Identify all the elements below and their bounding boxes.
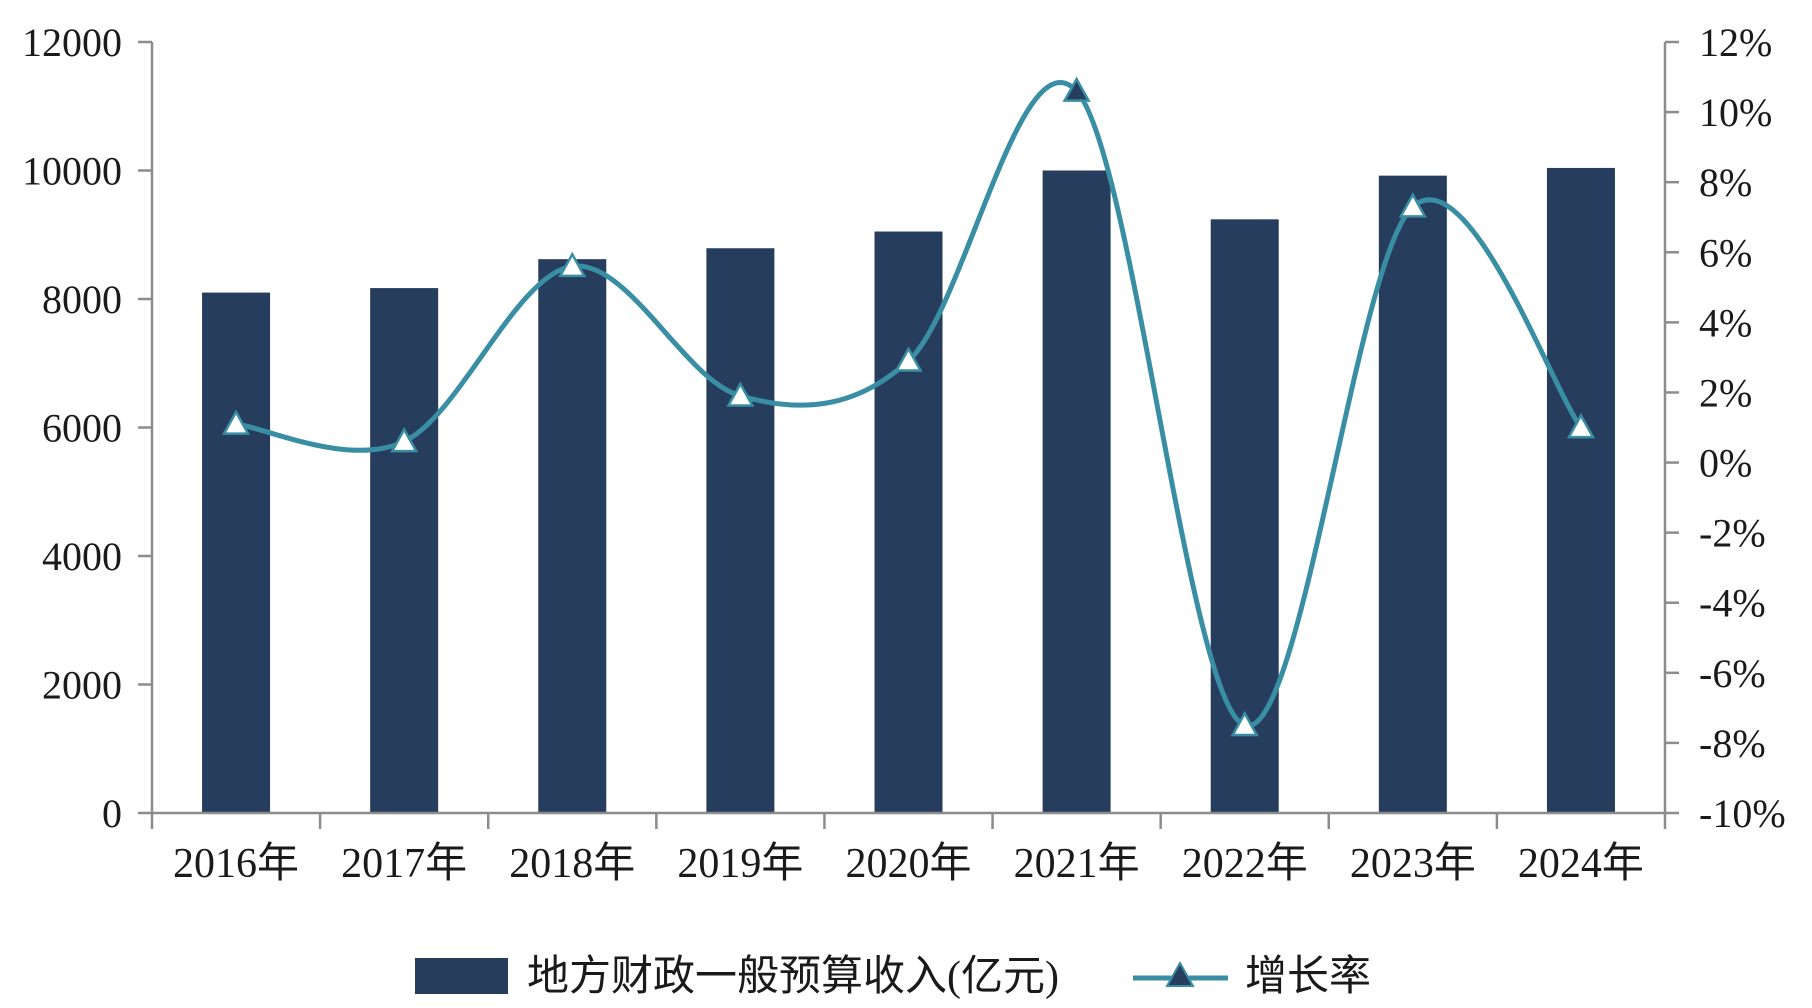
right-tick-label: 10% (1699, 90, 1772, 135)
left-tick-label: 0 (102, 791, 122, 836)
bar-2019年 (706, 248, 775, 813)
right-tick-label: 2% (1699, 370, 1752, 415)
growth-rate-series (221, 76, 1596, 737)
right-tick-label: -4% (1699, 581, 1766, 626)
growth-rate-line (235, 80, 1583, 728)
growth-rate-marker-2022年 (1230, 710, 1259, 737)
x-tick-label: 2018年 (509, 840, 635, 887)
bar-2017年 (370, 288, 439, 813)
left-tick-label: 6000 (42, 406, 122, 451)
axes: 0 2000 4000 6000 8000 10000 12000 -10% -8% -6% -4%… (22, 20, 1786, 887)
x-tick-label: 2022年 (1182, 840, 1308, 887)
right-tick-label: 0% (1699, 441, 1752, 486)
x-tick-label: 2023年 (1350, 840, 1476, 887)
x-tick-label: 2017年 (341, 840, 467, 887)
right-tick-label: 4% (1699, 300, 1752, 345)
right-tick-label: -6% (1699, 651, 1766, 696)
x-tick-label: 2019年 (677, 840, 803, 887)
bar-2024年 (1546, 167, 1615, 813)
growth-rate-marker-2019年 (726, 381, 755, 407)
x-tick-label: 2020年 (845, 840, 971, 887)
left-tick-label: 8000 (42, 277, 122, 322)
right-tick-label: 12% (1699, 20, 1772, 65)
growth-rate-marker-2017年 (390, 426, 419, 453)
bar-2020年 (874, 231, 943, 814)
x-tick-label: 2024年 (1518, 840, 1644, 887)
legend-triangle-icon (1165, 960, 1195, 987)
growth-rate-marker-2020年 (894, 346, 923, 372)
left-tick-label: 2000 (42, 663, 122, 708)
right-tick-label: 8% (1699, 160, 1752, 205)
bar-series (202, 167, 1615, 814)
bar-2016年 (202, 292, 271, 813)
legend-line-label: 增长率 (1245, 953, 1371, 1000)
right-tick-label: -8% (1699, 721, 1766, 766)
bar-2023年 (1378, 175, 1447, 813)
right-tick-label: 6% (1699, 230, 1752, 275)
growth-rate-marker-2016年 (221, 409, 251, 435)
bar-2018年 (538, 259, 607, 813)
bar-2021年 (1042, 170, 1111, 813)
legend-bar-label: 地方财政一般预算收入(亿元) (527, 954, 1059, 1000)
growth-rate-marker-2018年 (558, 251, 587, 278)
growth-rate-marker-2021年 (1062, 76, 1091, 102)
legend-bar-swatch (415, 958, 508, 994)
growth-rate-marker-2023年 (1398, 192, 1427, 218)
growth-rate-marker-2024年 (1566, 412, 1596, 439)
legend: 地方财政一般预算收入(亿元) 增长率 (415, 953, 1371, 1000)
left-tick-label: 4000 (42, 534, 122, 579)
left-tick-label: 12000 (22, 20, 122, 65)
left-tick-label: 10000 (22, 149, 122, 194)
x-tick-label: 2016年 (173, 840, 299, 887)
x-tick-label: 2021年 (1014, 840, 1140, 887)
right-tick-label: -10% (1699, 791, 1786, 836)
right-tick-label: -2% (1699, 511, 1766, 556)
